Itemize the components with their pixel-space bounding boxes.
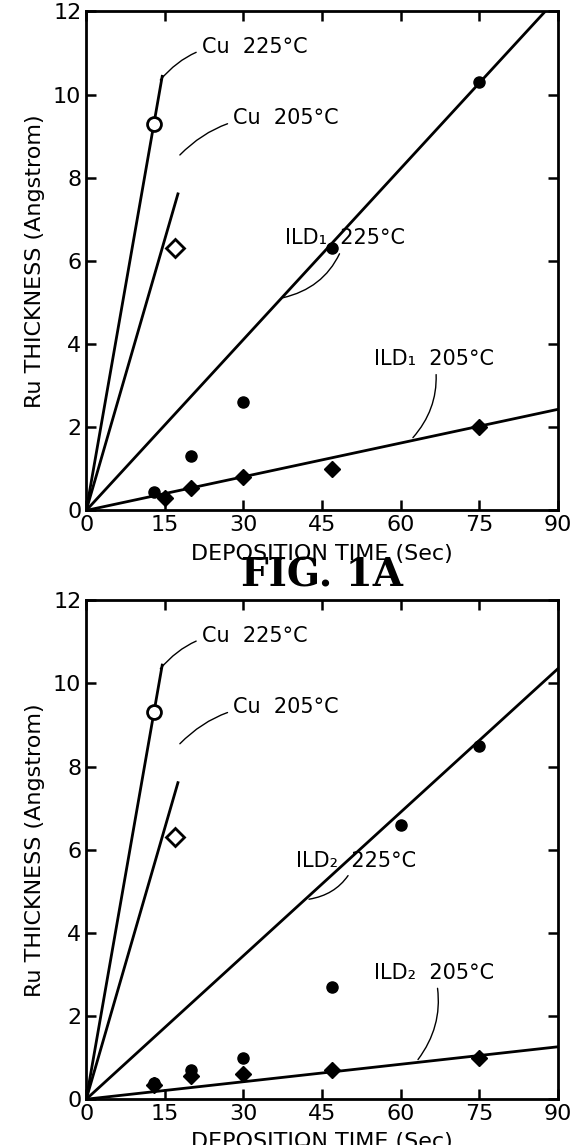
Text: ILD₂  225°C: ILD₂ 225°C bbox=[296, 851, 416, 899]
Y-axis label: Ru THICKNESS (Angstrom): Ru THICKNESS (Angstrom) bbox=[25, 114, 45, 408]
Text: Cu  225°C: Cu 225°C bbox=[160, 626, 307, 669]
Text: Cu  225°C: Cu 225°C bbox=[160, 37, 307, 80]
Y-axis label: Ru THICKNESS (Angstrom): Ru THICKNESS (Angstrom) bbox=[25, 703, 45, 996]
Text: Cu  205°C: Cu 205°C bbox=[180, 696, 339, 744]
Text: ILD₁  225°C: ILD₁ 225°C bbox=[283, 229, 405, 298]
Text: FIG. 1A: FIG. 1A bbox=[241, 556, 403, 594]
Text: ILD₂  205°C: ILD₂ 205°C bbox=[374, 963, 494, 1059]
Text: ILD₁  205°C: ILD₁ 205°C bbox=[374, 349, 494, 437]
X-axis label: DEPOSITION TIME (Sec): DEPOSITION TIME (Sec) bbox=[191, 1132, 453, 1145]
Text: Cu  205°C: Cu 205°C bbox=[180, 108, 339, 155]
X-axis label: DEPOSITION TIME (Sec): DEPOSITION TIME (Sec) bbox=[191, 544, 453, 563]
